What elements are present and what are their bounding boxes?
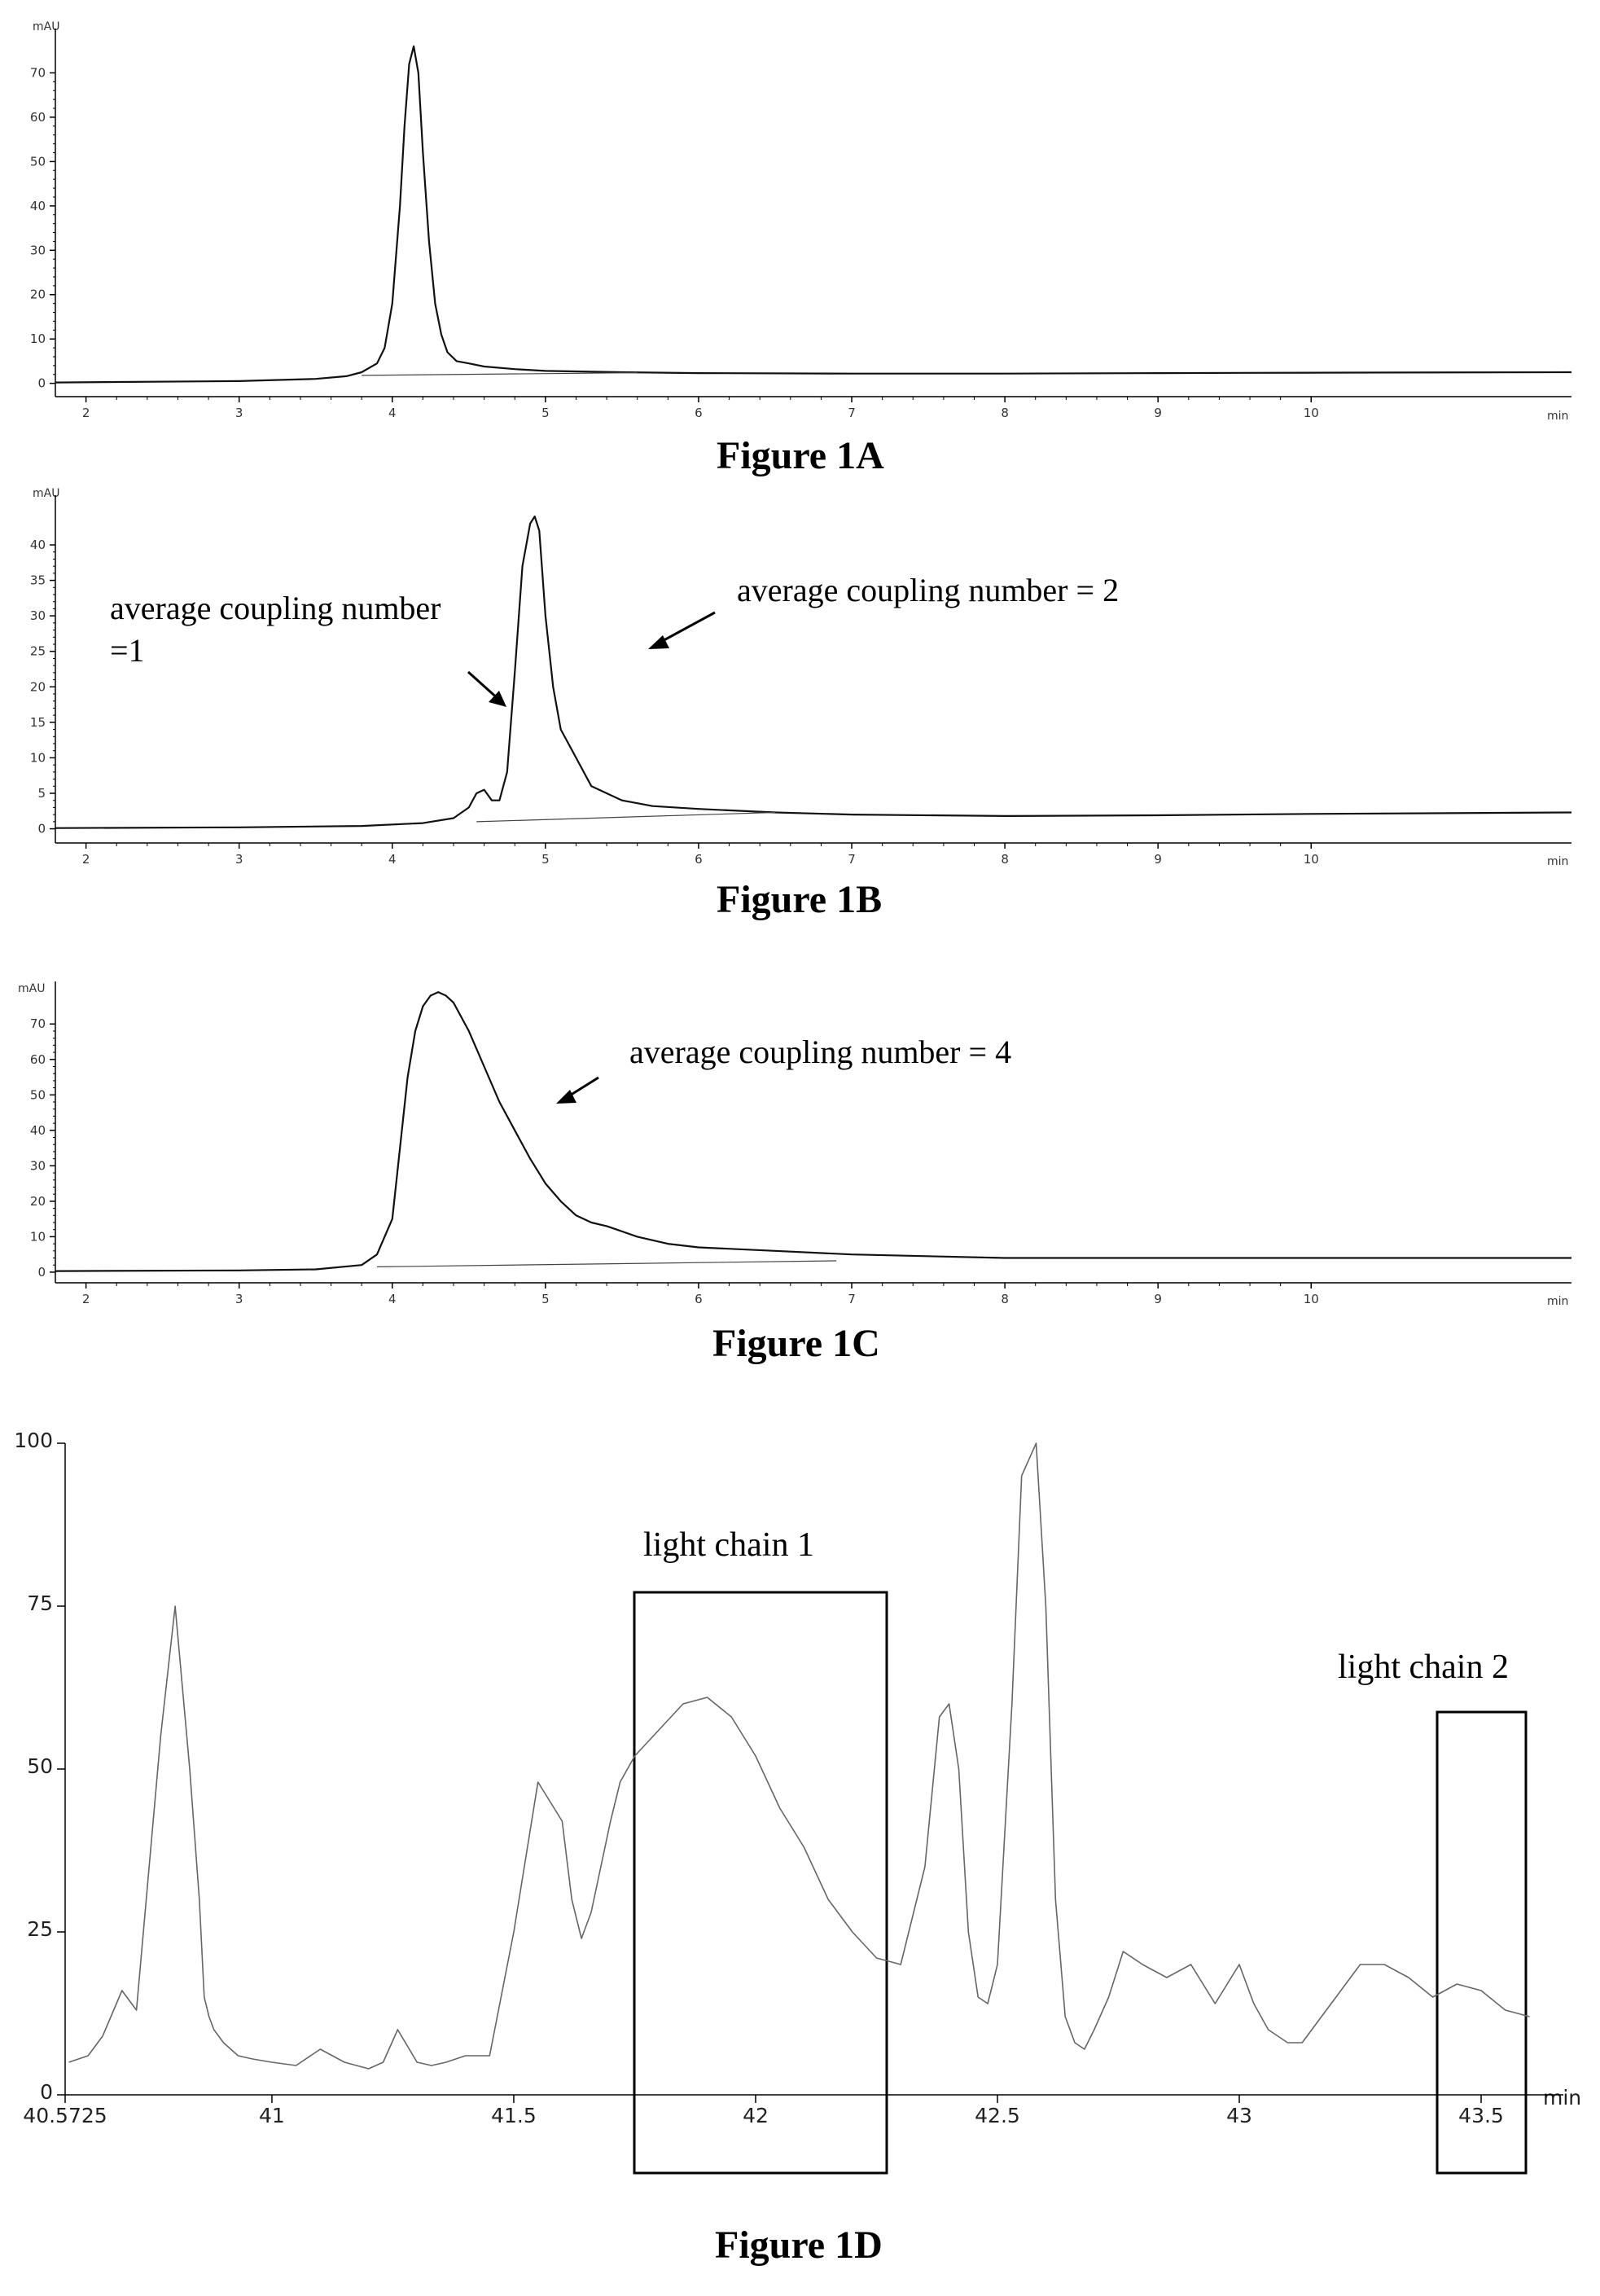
fig-1-y-tick-label: 60	[30, 110, 46, 125]
fig-2-y-tick-label: 5	[37, 786, 46, 801]
figure-1a-chart: mAU min Figure 1A 0 10 20 30 40 50 60 70 2 3 4 5 6 7 8…	[30, 20, 1572, 477]
fig-3-x-tick-label: 4	[388, 1292, 397, 1306]
fig-3-y-tick-label: 70	[30, 1016, 46, 1031]
fig-4-x-tick-label: 42	[743, 2104, 769, 2127]
fig-2-y-tick-label: 0	[37, 822, 46, 836]
figure-1a-x-unit: min	[1547, 410, 1568, 423]
fig-4-x-tick-label: 43	[1226, 2104, 1252, 2127]
fig-3-x-tick-label: 10	[1304, 1292, 1319, 1306]
light-chain-2-box	[1436, 1710, 1528, 2175]
fig-2-y-tick-label: 40	[30, 538, 46, 552]
fig-4-x-tick-label: 43.5	[1458, 2104, 1504, 2127]
fig-2-y-tick-label: 20	[30, 679, 46, 694]
figure-1d-chart: min Figure 1D light chain 1 light chain …	[14, 1429, 1581, 2267]
fig-1-baseline	[362, 372, 638, 376]
fig-2-y-tick-label: 10	[30, 750, 46, 765]
fig-2-y-tick-label: 15	[30, 715, 46, 730]
fig-1-x-tick-label: 6	[695, 406, 703, 420]
fig-2-x-tick-label: 3	[235, 852, 243, 867]
fig-4-x-tick-label: 40.5725	[23, 2104, 107, 2127]
fig-1-x-tick-label: 3	[235, 406, 243, 420]
fig-3-x-tick-label: 8	[1001, 1292, 1009, 1306]
fig-2-x-tick-label: 9	[1154, 852, 1162, 867]
annotation-light-chain-2: light chain 2	[1338, 1648, 1509, 1686]
fig-4-x-tick-label: 42.5	[975, 2104, 1020, 2127]
figure-1c-chart: mAU min Figure 1C average coupling numbe…	[18, 981, 1572, 1365]
fig-4-y-tick-label: 50	[27, 1754, 53, 1778]
fig-2-x-tick-label: 5	[541, 852, 550, 867]
annotation-coupling-number-2: average coupling number = 2	[737, 572, 1119, 608]
arrow-coupling-number-2	[648, 611, 716, 649]
fig-1-x-tick-label: 9	[1154, 406, 1162, 420]
fig-2-x-tick-label: 6	[695, 852, 703, 867]
fig-2-y-tick-label: 30	[30, 608, 46, 623]
fig-1-y-tick-label: 0	[37, 376, 46, 391]
light-chain-1-box	[633, 1591, 888, 2175]
figure-1d-caption: Figure 1D	[715, 2224, 883, 2267]
arrow-coupling-number-1	[467, 670, 506, 707]
figure-1a-y-unit: mAU	[33, 20, 59, 33]
annotation-light-chain-1: light chain 1	[643, 1526, 814, 1564]
fig-2-x-tick-label: 4	[388, 852, 397, 867]
fig-2-y-tick-label: 35	[30, 573, 46, 588]
figure-1b-y-unit: mAU	[33, 487, 59, 500]
fig-1-x-tick-label: 4	[388, 406, 397, 420]
annotation-coupling-number-4: average coupling number = 4	[629, 1034, 1011, 1070]
fig-3-x-tick-label: 9	[1154, 1292, 1162, 1306]
fig-1-y-tick-label: 30	[30, 243, 46, 257]
fig-2-y-tick-label: 25	[30, 644, 46, 659]
fig-2-baseline	[476, 811, 776, 823]
fig-3-y-tick-label: 10	[30, 1229, 46, 1244]
fig-3-baseline	[376, 1260, 837, 1267]
fig-2-x-tick-label: 10	[1304, 852, 1319, 867]
fig-3-y-tick-label: 50	[30, 1087, 46, 1102]
fig-4-y-tick-label: 0	[40, 2080, 53, 2104]
fig-3-x-tick-label: 7	[848, 1292, 856, 1306]
fig-1-y-tick-label: 10	[30, 331, 46, 346]
fig-1-chromatogram-trace	[55, 45, 1572, 384]
fig-1-y-tick-label: 20	[30, 288, 46, 302]
fig-4-y-tick-label: 75	[27, 1591, 53, 1615]
fig-2-x-tick-label: 7	[848, 852, 856, 867]
annotation-coupling-number-1-line2: =1	[110, 632, 145, 669]
fig-2-x-tick-label: 2	[82, 852, 90, 867]
fig-3-x-tick-label: 5	[541, 1292, 550, 1306]
annotation-coupling-number-1-line1: average coupling number	[110, 590, 441, 626]
fig-4-chromatogram-trace	[68, 1442, 1530, 2070]
fig-3-y-tick-label: 40	[30, 1123, 46, 1138]
fig-2-x-tick-label: 8	[1001, 852, 1009, 867]
fig-1-x-tick-label: 10	[1304, 406, 1319, 420]
figure-1d-x-unit: min	[1543, 2086, 1581, 2109]
fig-3-y-tick-label: 20	[30, 1194, 46, 1209]
fig-3-y-tick-label: 0	[37, 1265, 46, 1280]
fig-4-x-tick-label: 41.5	[491, 2104, 537, 2127]
fig-3-x-tick-label: 2	[82, 1292, 90, 1306]
fig-4-x-tick-label: 41	[259, 2104, 285, 2127]
figure-1a-caption: Figure 1A	[717, 434, 884, 477]
fig-4-y-tick-label: 100	[14, 1429, 53, 1452]
fig-2-chromatogram-trace	[55, 515, 1572, 829]
arrow-coupling-number-4	[556, 1076, 599, 1104]
fig-3-y-tick-label: 30	[30, 1158, 46, 1173]
fig-4-y-tick-label: 25	[27, 1917, 53, 1941]
fig-1-y-tick-label: 40	[30, 199, 46, 213]
fig-3-x-tick-label: 3	[235, 1292, 243, 1306]
fig-3-y-tick-label: 60	[30, 1052, 46, 1067]
fig-1-x-tick-label: 5	[541, 406, 550, 420]
fig-3-chromatogram-trace	[55, 990, 1572, 1272]
fig-1-x-tick-label: 7	[848, 406, 856, 420]
figure-1c-x-unit: min	[1547, 1295, 1568, 1308]
figure-1b-chart: mAU min Figure 1B average coupling numbe…	[30, 487, 1572, 921]
fig-1-y-tick-label: 70	[30, 65, 46, 80]
fig-1-x-tick-label: 2	[82, 406, 90, 420]
fig-3-x-tick-label: 6	[695, 1292, 703, 1306]
figure-1b-x-unit: min	[1547, 855, 1568, 868]
fig-1-y-tick-label: 50	[30, 154, 46, 169]
figure-1c-y-unit: mAU	[18, 982, 45, 995]
figure-1b-caption: Figure 1B	[717, 878, 882, 921]
figure-1c-caption: Figure 1C	[712, 1322, 880, 1365]
fig-1-x-tick-label: 8	[1001, 406, 1009, 420]
